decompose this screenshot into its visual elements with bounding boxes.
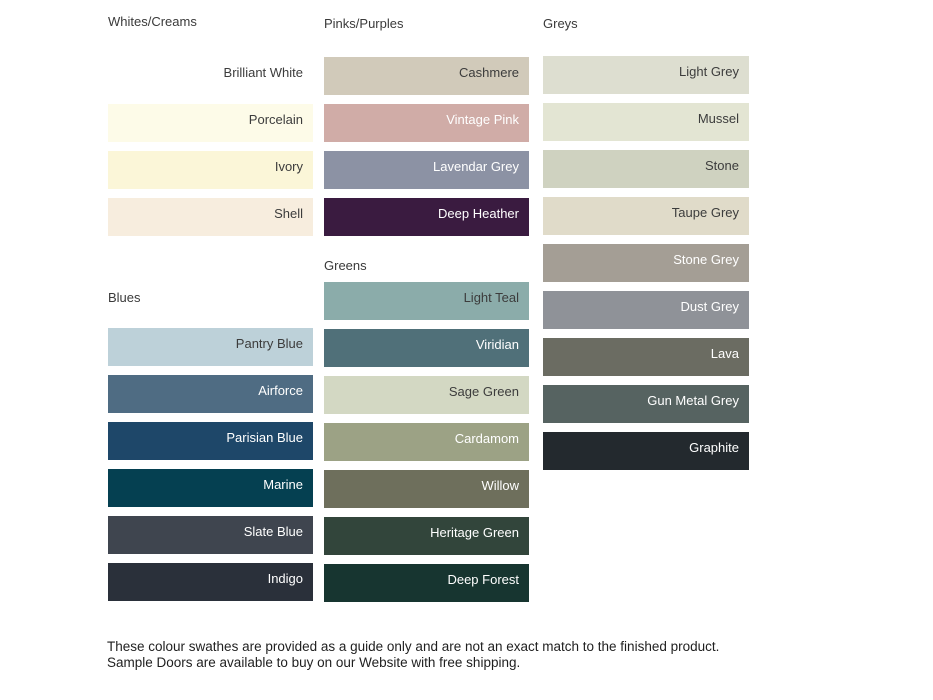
swatch-label-marine: Marine (263, 477, 303, 492)
swatch-parisian-blue: Parisian Blue (108, 422, 313, 460)
swatch-marine: Marine (108, 469, 313, 507)
swatch-label-pantry-blue: Pantry Blue (235, 336, 303, 351)
swatch-label-lava: Lava (710, 346, 739, 361)
swatch-label-brilliant-white: Brilliant White (223, 65, 303, 80)
swatch-lavendar-grey: Lavendar Grey (324, 151, 529, 189)
swatch-label-lavendar-grey: Lavendar Grey (433, 159, 519, 174)
swatch-label-willow: Willow (481, 478, 519, 493)
column-1: Whites/Creams Brilliant White Porcelain Ivo… (108, 14, 313, 601)
group-heading-greys: Greys (543, 16, 578, 31)
swatch-label-ivory: Ivory (274, 159, 303, 174)
disclaimer-text: These colour swathes are provided as a g… (107, 639, 727, 670)
swatch-stone: Stone (543, 150, 749, 188)
group-greys: Greys Light Grey Mussel Stone Taupe Grey Ston… (543, 16, 749, 470)
swatch-label-cashmere: Cashmere (459, 65, 519, 80)
swatch-list-greys: Light Grey Mussel Stone Taupe Grey Stone Gre… (543, 56, 749, 470)
swatch-graphite: Graphite (543, 432, 749, 470)
swatch-label-porcelain: Porcelain (248, 112, 303, 127)
swatch-vintage-pink: Vintage Pink (324, 104, 529, 142)
swatch-cashmere: Cashmere (324, 57, 529, 95)
swatch-shell: Shell (108, 198, 313, 236)
group-heading-blues: Blues (108, 290, 141, 305)
swatch-willow: Willow (324, 470, 529, 508)
swatch-ivory: Ivory (108, 151, 313, 189)
swatch-label-sage-green: Sage Green (448, 384, 519, 399)
swatch-label-taupe-grey: Taupe Grey (671, 205, 739, 220)
swatch-label-mussel: Mussel (697, 111, 739, 126)
swatch-lava: Lava (543, 338, 749, 376)
group-greens: Greens Light Teal Viridian Sage Green Cardam… (324, 258, 529, 602)
swatch-label-airforce: Airforce (258, 383, 303, 398)
swatch-heritage-green: Heritage Green (324, 517, 529, 555)
swatch-label-viridian: Viridian (475, 337, 519, 352)
swatch-viridian: Viridian (324, 329, 529, 367)
swatch-label-vintage-pink: Vintage Pink (446, 112, 519, 127)
swatch-label-parisian-blue: Parisian Blue (226, 430, 303, 445)
swatch-label-deep-forest: Deep Forest (447, 572, 519, 587)
swatch-indigo: Indigo (108, 563, 313, 601)
group-blues: Blues Pantry Blue Airforce Parisian Blue Mar… (108, 290, 313, 601)
swatch-sage-green: Sage Green (324, 376, 529, 414)
swatch-pantry-blue: Pantry Blue (108, 328, 313, 366)
swatch-slate-blue: Slate Blue (108, 516, 313, 554)
swatch-label-stone: Stone (705, 158, 739, 173)
swatch-list-whites-creams: Brilliant White Porcelain Ivory Shell (108, 57, 313, 236)
swatch-list-greens: Light Teal Viridian Sage Green Cardamom Will… (324, 282, 529, 602)
group-heading-greens: Greens (324, 258, 367, 273)
swatch-label-slate-blue: Slate Blue (243, 524, 303, 539)
swatch-mussel: Mussel (543, 103, 749, 141)
column-3: Greys Light Grey Mussel Stone Taupe Grey Ston… (543, 16, 749, 470)
swatch-deep-heather: Deep Heather (324, 198, 529, 236)
swatch-brilliant-white: Brilliant White (108, 57, 313, 95)
swatch-label-stone-grey: Stone Grey (673, 252, 739, 267)
swatch-taupe-grey: Taupe Grey (543, 197, 749, 235)
swatch-list-blues: Pantry Blue Airforce Parisian Blue Marine Sl… (108, 328, 313, 601)
swatch-list-pinks-purples: Cashmere Vintage Pink Lavendar Grey Deep He… (324, 57, 529, 236)
swatch-label-graphite: Graphite (689, 440, 739, 455)
swatch-porcelain: Porcelain (108, 104, 313, 142)
swatch-label-cardamom: Cardamom (454, 431, 519, 446)
swatch-label-heritage-green: Heritage Green (430, 525, 519, 540)
swatch-gun-metal-grey: Gun Metal Grey (543, 385, 749, 423)
group-whites-creams: Whites/Creams Brilliant White Porcelain Ivo… (108, 14, 313, 236)
swatch-label-gun-metal-grey: Gun Metal Grey (647, 393, 739, 408)
swatch-light-teal: Light Teal (324, 282, 529, 320)
swatch-stone-grey: Stone Grey (543, 244, 749, 282)
swatch-airforce: Airforce (108, 375, 313, 413)
group-heading-pinks-purples: Pinks/Purples (324, 16, 404, 31)
swatch-dust-grey: Dust Grey (543, 291, 749, 329)
group-pinks-purples: Pinks/Purples Cashmere Vintage Pink Lavenda… (324, 16, 529, 236)
swatch-label-shell: Shell (274, 206, 303, 221)
swatch-label-light-grey: Light Grey (679, 64, 739, 79)
group-heading-whites-creams: Whites/Creams (108, 14, 197, 29)
swatch-cardamom: Cardamom (324, 423, 529, 461)
swatch-label-dust-grey: Dust Grey (680, 299, 739, 314)
swatch-label-indigo: Indigo (267, 571, 303, 586)
swatch-label-light-teal: Light Teal (463, 290, 519, 305)
swatch-deep-forest: Deep Forest (324, 564, 529, 602)
column-2: Pinks/Purples Cashmere Vintage Pink Lavenda… (324, 16, 529, 602)
swatch-light-grey: Light Grey (543, 56, 749, 94)
swatch-label-deep-heather: Deep Heather (438, 206, 519, 221)
